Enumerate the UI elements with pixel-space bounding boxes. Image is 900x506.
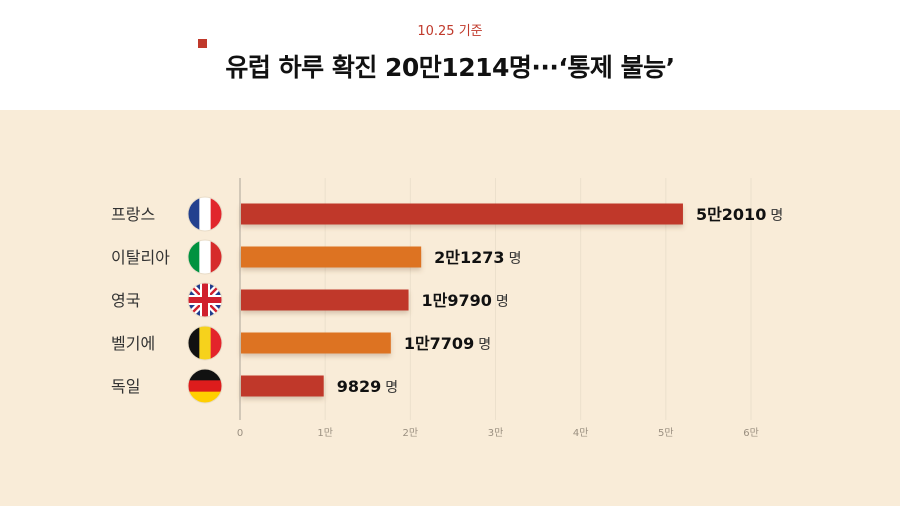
x-tick-label: 6만: [743, 427, 759, 439]
category-label: 독일: [111, 377, 140, 396]
page-title: 유럽 하루 확진 20만1214명···‘통제 불능’: [225, 53, 675, 82]
bar: [241, 203, 683, 225]
value-label: 9829 명: [337, 377, 398, 396]
bar: [241, 289, 409, 311]
x-tick-label: 3만: [488, 427, 504, 439]
belgium-flag-icon: [187, 325, 223, 361]
value-label: 1만9790 명: [422, 291, 509, 310]
category-label: 이탈리아: [111, 248, 170, 267]
title-marker: [198, 39, 207, 48]
category-label: 프랑스: [111, 205, 155, 224]
bar: [241, 375, 324, 397]
bar: [241, 332, 391, 354]
category-label: 벨기에: [111, 334, 155, 353]
value-label: 5만2010 명: [696, 205, 783, 224]
italy-flag-icon: [187, 239, 223, 275]
x-tick-label: 4만: [573, 427, 589, 439]
x-tick-label: 2만: [403, 427, 419, 439]
value-label: 2만1273 명: [434, 248, 521, 267]
date-label: 10.25 기준: [417, 24, 483, 39]
uk-flag-icon: [187, 282, 223, 318]
x-tick-label: 1만: [317, 427, 333, 439]
x-tick-label: 5만: [658, 427, 674, 439]
bar: [241, 246, 422, 268]
germany-flag-icon: [187, 368, 223, 404]
header-band: [0, 0, 900, 110]
category-label: 영국: [111, 291, 140, 310]
value-label: 1만7709 명: [404, 334, 491, 353]
x-tick-label: 0: [237, 428, 243, 439]
france-flag-icon: [187, 196, 223, 232]
